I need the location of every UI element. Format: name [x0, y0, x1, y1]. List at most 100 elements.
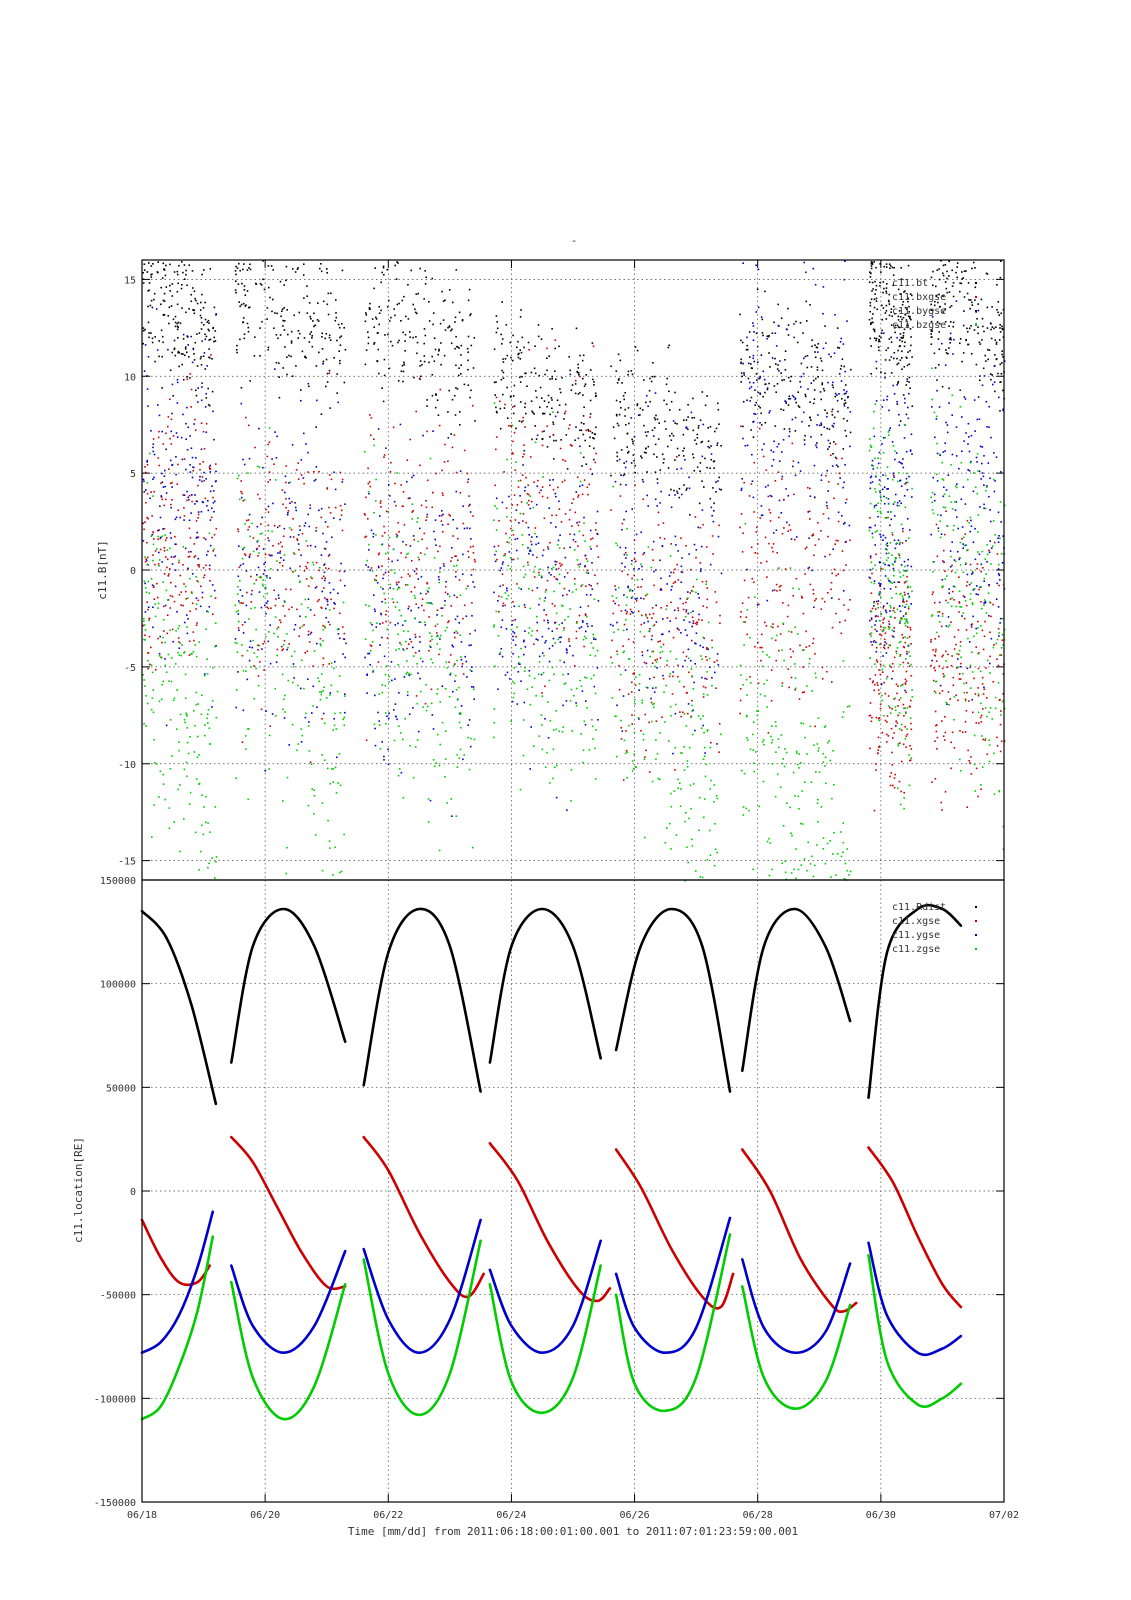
bfield-point: [633, 568, 635, 570]
bfield-point: [282, 708, 284, 711]
bfield-point: [625, 557, 627, 559]
bfield-point: [674, 459, 676, 461]
bfield-point: [197, 517, 199, 519]
bfield-point: [768, 382, 770, 385]
bfield-point: [339, 518, 341, 521]
bfield-point: [810, 436, 812, 438]
bfield-point: [990, 378, 992, 381]
bfield-point: [635, 600, 638, 602]
bfield-point: [407, 497, 410, 500]
bfield-point: [797, 405, 800, 407]
bfield-point: [875, 266, 877, 269]
bfield-point: [776, 445, 779, 448]
bfield-point: [166, 614, 169, 616]
bfield-point: [417, 540, 420, 543]
bfield-point: [757, 268, 760, 271]
bfield-point: [562, 704, 564, 707]
bfield-point: [182, 378, 185, 381]
bfield-point: [869, 482, 872, 484]
bfield-point: [546, 496, 549, 499]
bfield-point: [889, 267, 891, 270]
bfield-point: [938, 665, 941, 667]
bfield-point: [369, 414, 371, 416]
bfield-point: [197, 511, 200, 513]
bfield-point: [312, 685, 314, 688]
bfield-point: [174, 354, 177, 357]
bfield-point: [268, 471, 271, 473]
bfield-point: [413, 538, 415, 541]
bfield-point: [530, 500, 533, 503]
bfield-point: [385, 613, 387, 616]
bfield-point: [167, 416, 170, 418]
bfield-point: [324, 626, 326, 629]
bfield-point: [591, 473, 593, 475]
bfield-point: [493, 348, 496, 351]
bfield-point: [896, 504, 899, 507]
bfield-point: [699, 570, 702, 573]
bfield-point: [237, 283, 240, 285]
bfield-point: [957, 550, 959, 553]
bfield-point: [868, 318, 871, 321]
bfield-point: [756, 288, 759, 291]
bfield-point: [574, 541, 577, 543]
bfield-point: [532, 554, 534, 556]
bfield-point: [521, 375, 523, 378]
bfield-point: [193, 710, 195, 712]
bfield-point: [167, 599, 169, 601]
bfield-point: [179, 516, 181, 519]
bfield-point: [281, 673, 284, 676]
bfield-point: [459, 470, 462, 472]
bfield-point: [882, 474, 884, 476]
bfield-point: [197, 557, 200, 560]
bfield-point: [906, 518, 909, 520]
bfield-point: [837, 483, 839, 485]
bfield-point: [290, 340, 293, 342]
bfield-point: [171, 486, 173, 488]
bfield-point: [369, 664, 371, 666]
bfield-point: [547, 621, 549, 624]
bfield-point: [247, 798, 249, 801]
bfield-point: [961, 416, 963, 418]
bfield-point: [742, 362, 744, 365]
bfield-point: [246, 290, 249, 292]
bfield-point: [180, 287, 183, 290]
bfield-point: [335, 299, 337, 301]
bfield-point: [764, 486, 767, 488]
bfield-point: [201, 293, 203, 296]
bfield-point: [930, 533, 932, 536]
bfield-point: [879, 707, 882, 710]
bfield-point: [247, 472, 249, 474]
bfield-point: [528, 552, 530, 555]
bfield-point: [279, 561, 281, 564]
bfield-point: [578, 372, 580, 374]
bfield-point: [1000, 260, 1002, 262]
bfield-point: [878, 692, 880, 695]
bfield-point: [778, 516, 780, 519]
bfield-point: [454, 636, 456, 639]
bfield-point: [760, 316, 763, 318]
bfield-point: [294, 624, 297, 626]
bfield-point: [380, 281, 382, 284]
bfield-point: [165, 724, 168, 727]
bfield-point: [515, 549, 518, 552]
bfield-point: [803, 439, 806, 441]
bfield-point: [537, 335, 540, 338]
bfield-point: [831, 408, 834, 411]
bfield-point: [555, 561, 558, 563]
bfield-point: [812, 533, 814, 536]
bfield-point: [634, 346, 637, 348]
bfield-point: [203, 574, 206, 576]
bfield-point: [897, 380, 900, 383]
bfield-point: [261, 320, 263, 323]
bfield-point: [524, 406, 526, 409]
bfield-point: [387, 558, 390, 560]
bfield-point: [890, 727, 893, 730]
bfield-point: [650, 638, 653, 641]
bfield-point: [790, 538, 793, 540]
bfield-point: [299, 529, 301, 531]
bfield-point: [281, 649, 283, 652]
bfield-point: [884, 536, 887, 539]
bfield-point: [587, 428, 589, 431]
bfield-point: [328, 567, 330, 570]
bfield-point: [873, 298, 876, 301]
